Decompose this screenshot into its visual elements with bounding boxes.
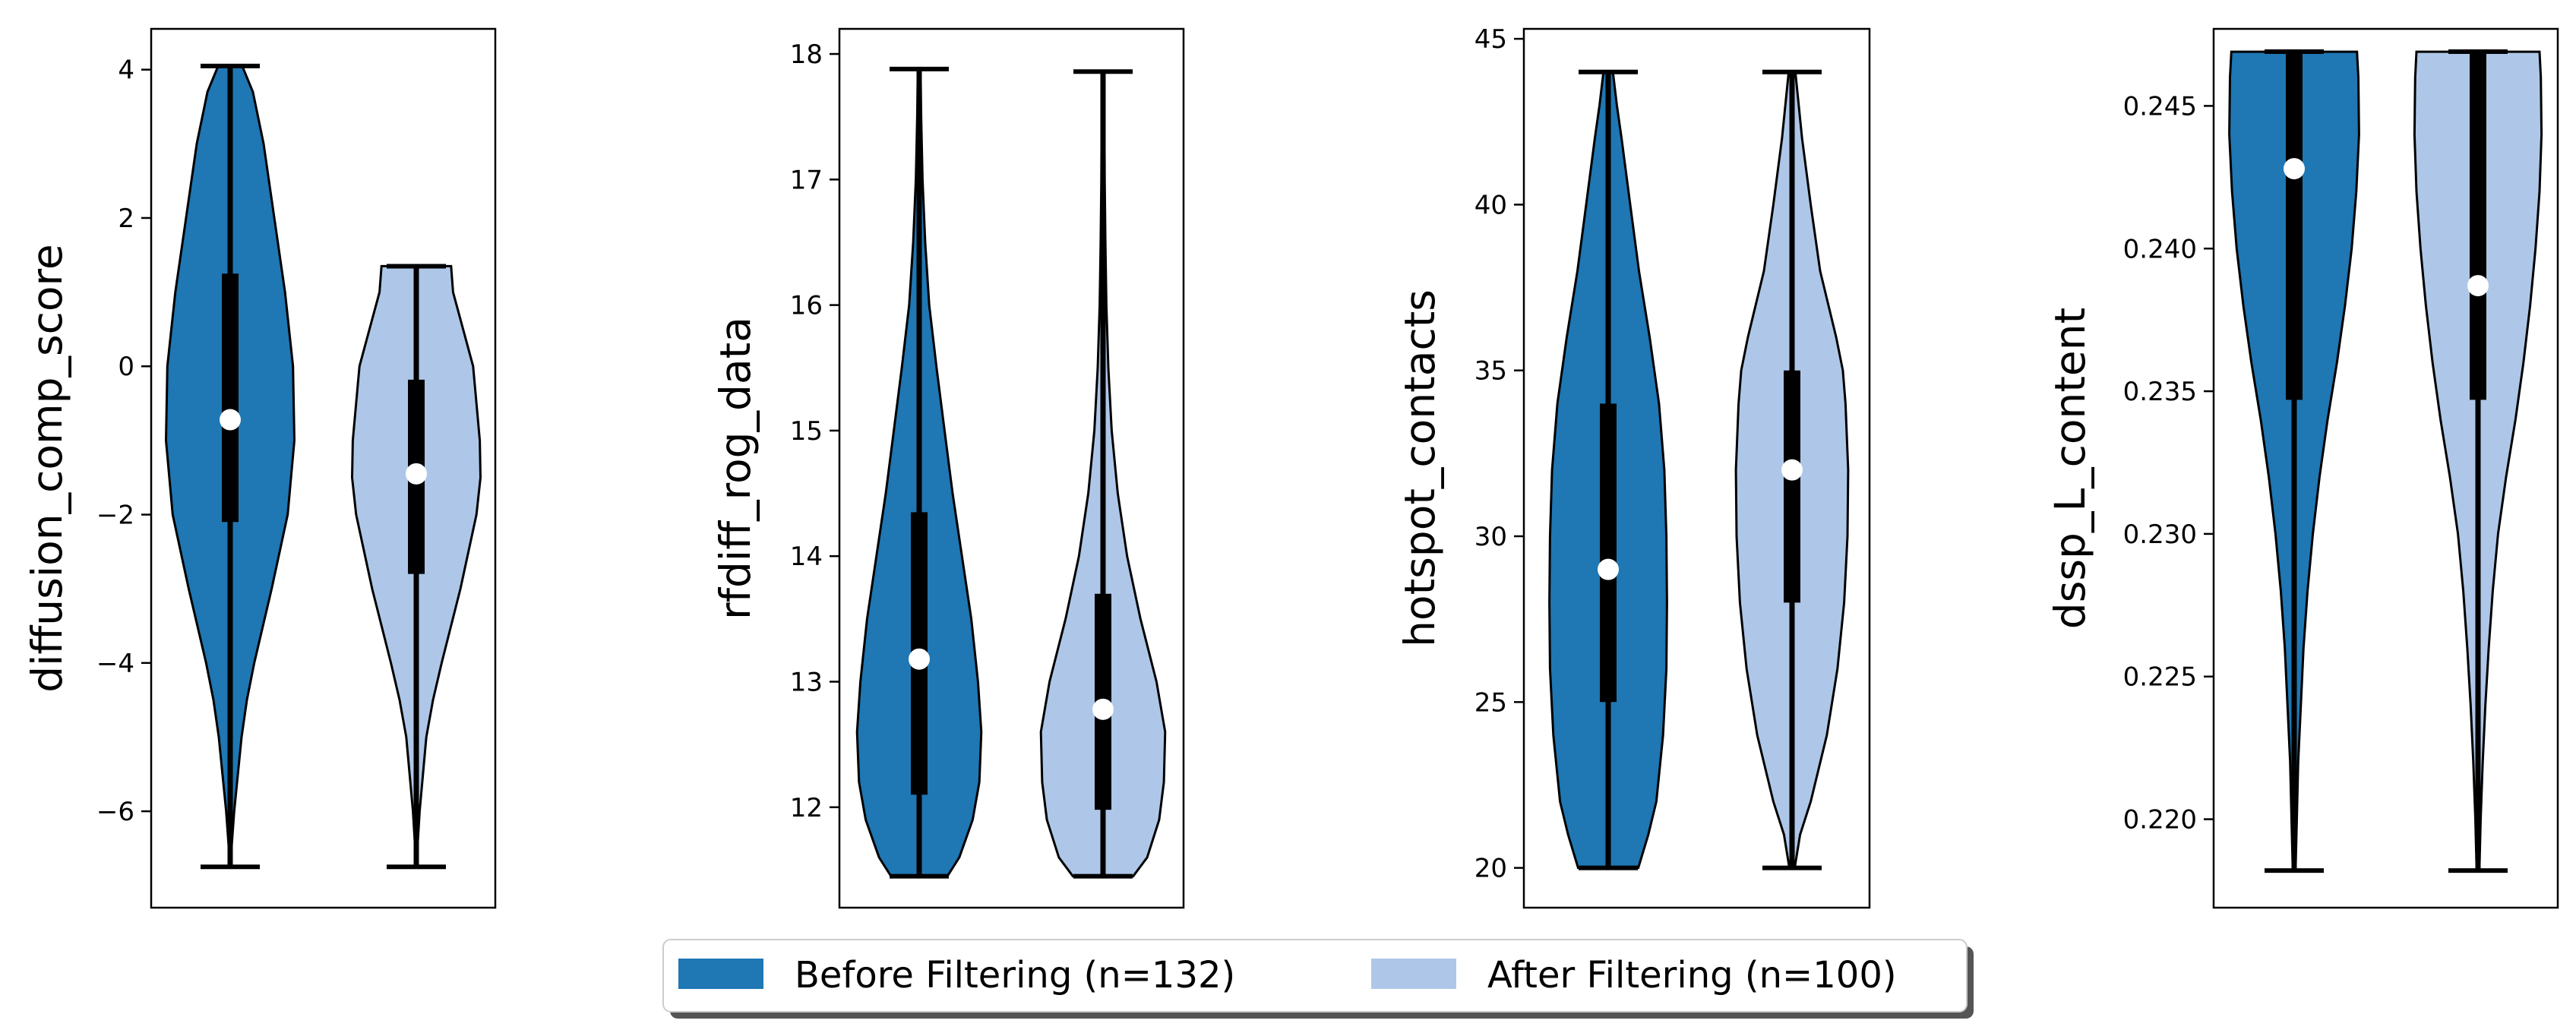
axes-frame — [2212, 27, 2559, 909]
legend-frame — [662, 939, 1968, 1012]
y-tick-label: 14 — [790, 542, 823, 572]
y-tick-label: 25 — [1474, 687, 1507, 718]
y-tick-label: 0.230 — [2123, 520, 2197, 550]
y-tick-label: 18 — [790, 39, 823, 70]
y-tick-label: 0 — [118, 352, 134, 382]
legend-label-before: Before Filtering (n=132) — [795, 954, 1235, 997]
y-tick-label: 16 — [790, 291, 823, 321]
y-tick-label: −6 — [96, 797, 134, 827]
legend-swatch-after — [1371, 959, 1456, 989]
y-axis-label: dssp_L_content — [2046, 308, 2094, 629]
y-tick-label: 0.220 — [2123, 805, 2197, 836]
violin-median-dot — [406, 463, 427, 485]
axes-frame — [838, 27, 1185, 909]
y-tick-label: 40 — [1474, 190, 1507, 220]
y-tick-label: 20 — [1474, 854, 1507, 884]
y-axis-label: rfdiff_rog_data — [711, 317, 760, 620]
y-tick-label: 0.225 — [2123, 662, 2197, 693]
violin-panel: 18 17 16 15 14 13 12 rfdiff_rog_data — [711, 27, 1185, 909]
violin-median-dot — [1781, 459, 1803, 481]
y-tick-label: 17 — [790, 165, 823, 195]
y-tick-label: 0.240 — [2123, 234, 2197, 264]
axes-frame — [1522, 27, 1871, 909]
y-tick-label: −4 — [96, 649, 134, 679]
violin-panel: 4 2 0 −2 −4 −6 diffusion_comp_score — [23, 27, 497, 909]
y-tick-label: 0.235 — [2123, 377, 2197, 407]
y-tick-label: 4 — [118, 55, 134, 86]
violin-median-dot — [2467, 275, 2489, 297]
y-tick-label: 2 — [118, 204, 134, 234]
y-tick-label: 12 — [790, 793, 823, 823]
violin-median-dot — [1092, 698, 1114, 720]
y-tick-label: 30 — [1474, 522, 1507, 552]
y-tick-label: 45 — [1474, 24, 1507, 55]
y-tick-label: −2 — [96, 501, 134, 531]
y-axis-label: hotspot_contacts — [1395, 289, 1444, 647]
violin-median-dot — [2284, 158, 2305, 180]
y-tick-label: 35 — [1474, 356, 1507, 387]
legend: Before Filtering (n=132) After Filtering… — [662, 939, 1974, 1019]
y-tick-label: 0.245 — [2123, 91, 2197, 122]
y-tick-label: 13 — [790, 667, 823, 697]
violin-median-dot — [1598, 558, 1619, 580]
y-tick-label: 15 — [790, 416, 823, 447]
axes-frame — [150, 27, 497, 909]
y-axis-label: diffusion_comp_score — [23, 244, 71, 693]
violin-panel: 0.245 0.240 0.235 0.230 0.225 0.220 dssp_L_con… — [2046, 27, 2559, 909]
violin-median-dot — [220, 409, 241, 431]
panels-group: 420−2−4−6diffusion_comp_score18171615141… — [23, 24, 2559, 909]
legend-swatch-before — [678, 959, 763, 989]
legend-label-after: After Filtering (n=100) — [1487, 954, 1897, 997]
violin-median-dot — [909, 648, 930, 670]
violin-panel: 45 40 35 30 25 20 hotspot_contacts — [1395, 24, 1871, 909]
